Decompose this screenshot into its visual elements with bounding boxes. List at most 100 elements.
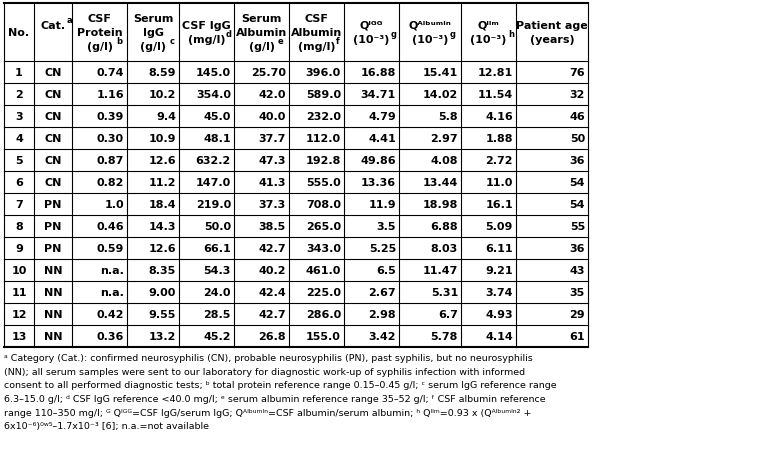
Text: 15.41: 15.41: [423, 68, 458, 78]
Text: 5.78: 5.78: [431, 332, 458, 341]
Text: 6.7: 6.7: [438, 309, 458, 319]
Text: 9.55: 9.55: [149, 309, 176, 319]
Text: 45.0: 45.0: [204, 112, 231, 122]
Text: 2.98: 2.98: [368, 309, 396, 319]
Text: 6: 6: [15, 178, 23, 188]
Text: 192.8: 192.8: [305, 156, 341, 166]
Text: Qˡᴵᵐ: Qˡᴵᵐ: [478, 21, 500, 31]
Text: 6.11: 6.11: [485, 244, 513, 253]
Text: 55: 55: [570, 221, 585, 232]
Text: 145.0: 145.0: [196, 68, 231, 78]
Text: PN: PN: [44, 244, 61, 253]
Text: 8: 8: [15, 221, 23, 232]
Text: 12: 12: [11, 309, 27, 319]
Text: 54: 54: [569, 200, 585, 210]
Text: 50.0: 50.0: [204, 221, 231, 232]
Text: 18.4: 18.4: [149, 200, 176, 210]
Text: CN: CN: [44, 68, 61, 78]
Text: (10⁻³): (10⁻³): [470, 35, 506, 45]
Text: 42.4: 42.4: [258, 288, 286, 297]
Text: 3.74: 3.74: [486, 288, 513, 297]
Text: 219.0: 219.0: [196, 200, 231, 210]
Text: 10.2: 10.2: [149, 90, 176, 100]
Text: 6.88: 6.88: [431, 221, 458, 232]
Text: c: c: [169, 38, 174, 46]
Text: 18.98: 18.98: [423, 200, 458, 210]
Text: NN: NN: [44, 332, 62, 341]
Text: 2.72: 2.72: [486, 156, 513, 166]
Text: e: e: [277, 38, 283, 46]
Text: Protein: Protein: [77, 28, 122, 38]
Text: 42.7: 42.7: [258, 244, 286, 253]
Text: Serum: Serum: [241, 13, 282, 24]
Text: 8.03: 8.03: [431, 244, 458, 253]
Text: 265.0: 265.0: [306, 221, 341, 232]
Text: 0.46: 0.46: [96, 221, 124, 232]
Text: (g/l): (g/l): [86, 42, 112, 52]
Text: 11.54: 11.54: [478, 90, 513, 100]
Text: (mg/l): (mg/l): [188, 35, 225, 45]
Text: 0.59: 0.59: [96, 244, 124, 253]
Text: 147.0: 147.0: [196, 178, 231, 188]
Text: 37.7: 37.7: [258, 134, 286, 144]
Text: f: f: [336, 38, 340, 46]
Text: 555.0: 555.0: [306, 178, 341, 188]
Text: 0.74: 0.74: [96, 68, 124, 78]
Text: 4.08: 4.08: [431, 156, 458, 166]
Text: 54.3: 54.3: [204, 265, 231, 275]
Text: 1.0: 1.0: [105, 200, 124, 210]
Text: 0.36: 0.36: [96, 332, 124, 341]
Text: n.a.: n.a.: [100, 288, 124, 297]
Text: 41.3: 41.3: [258, 178, 286, 188]
Text: 0.42: 0.42: [96, 309, 124, 319]
Text: 34.71: 34.71: [361, 90, 396, 100]
Text: 2: 2: [15, 90, 23, 100]
Text: 6x10⁻⁶)⁰ʷ⁵–1.7x10⁻³ [6]; n.a.=not available: 6x10⁻⁶)⁰ʷ⁵–1.7x10⁻³ [6]; n.a.=not availa…: [4, 422, 209, 431]
Text: 8.35: 8.35: [149, 265, 176, 275]
Text: 4.14: 4.14: [485, 332, 513, 341]
Text: 14.3: 14.3: [149, 221, 176, 232]
Text: 76: 76: [569, 68, 585, 78]
Text: n.a.: n.a.: [100, 265, 124, 275]
Text: 54: 54: [569, 178, 585, 188]
Text: a: a: [66, 16, 72, 25]
Text: CN: CN: [44, 134, 61, 144]
Text: 3.42: 3.42: [368, 332, 396, 341]
Text: Albumin: Albumin: [291, 28, 342, 38]
Text: 0.30: 0.30: [97, 134, 124, 144]
Text: 47.3: 47.3: [258, 156, 286, 166]
Text: NN: NN: [44, 288, 62, 297]
Text: (10⁻³): (10⁻³): [353, 35, 390, 45]
Text: No.: No.: [8, 28, 30, 38]
Text: 36: 36: [569, 244, 585, 253]
Text: 5.8: 5.8: [438, 112, 458, 122]
Text: Qᴬˡᵇᵘᵐᴵⁿ: Qᴬˡᵇᵘᵐᴵⁿ: [409, 21, 452, 31]
Text: NN: NN: [44, 309, 62, 319]
Text: 11.2: 11.2: [149, 178, 176, 188]
Text: 13: 13: [11, 332, 27, 341]
Text: 16.1: 16.1: [485, 200, 513, 210]
Text: 13.44: 13.44: [423, 178, 458, 188]
Text: 42.0: 42.0: [258, 90, 286, 100]
Text: 24.0: 24.0: [203, 288, 231, 297]
Text: 9: 9: [15, 244, 23, 253]
Text: ᵃ Category (Cat.): confirmed neurosyphilis (CN), probable neurosyphilis (PN), pa: ᵃ Category (Cat.): confirmed neurosyphil…: [4, 353, 533, 362]
Text: 7: 7: [15, 200, 23, 210]
Text: 28.5: 28.5: [204, 309, 231, 319]
Text: (g/l): (g/l): [140, 42, 166, 52]
Text: 5.31: 5.31: [431, 288, 458, 297]
Text: 4.93: 4.93: [485, 309, 513, 319]
Text: 40.2: 40.2: [258, 265, 286, 275]
Text: 225.0: 225.0: [306, 288, 341, 297]
Text: 6.3–15.0 g/l; ᵈ CSF IgG reference <40.0 mg/l; ᵉ serum albumin reference range 35: 6.3–15.0 g/l; ᵈ CSF IgG reference <40.0 …: [4, 394, 546, 403]
Text: Qᴵᴳᴳ: Qᴵᴳᴳ: [360, 21, 384, 31]
Text: 4.79: 4.79: [368, 112, 396, 122]
Text: (NN); all serum samples were sent to our laboratory for diagnostic work-up of sy: (NN); all serum samples were sent to our…: [4, 367, 525, 376]
Text: range 110–350 mg/l; ᴳ Qᴵᴳᴳ=CSF IgG/serum IgG; Qᴬˡᵇᵘᵐᴵⁿ=CSF albumin/serum albumin: range 110–350 mg/l; ᴳ Qᴵᴳᴳ=CSF IgG/serum…: [4, 408, 531, 417]
Text: (10⁻³): (10⁻³): [412, 35, 448, 45]
Text: 708.0: 708.0: [306, 200, 341, 210]
Text: Serum: Serum: [133, 13, 173, 24]
Text: Cat.: Cat.: [40, 21, 65, 31]
Text: 46: 46: [569, 112, 585, 122]
Text: 14.02: 14.02: [423, 90, 458, 100]
